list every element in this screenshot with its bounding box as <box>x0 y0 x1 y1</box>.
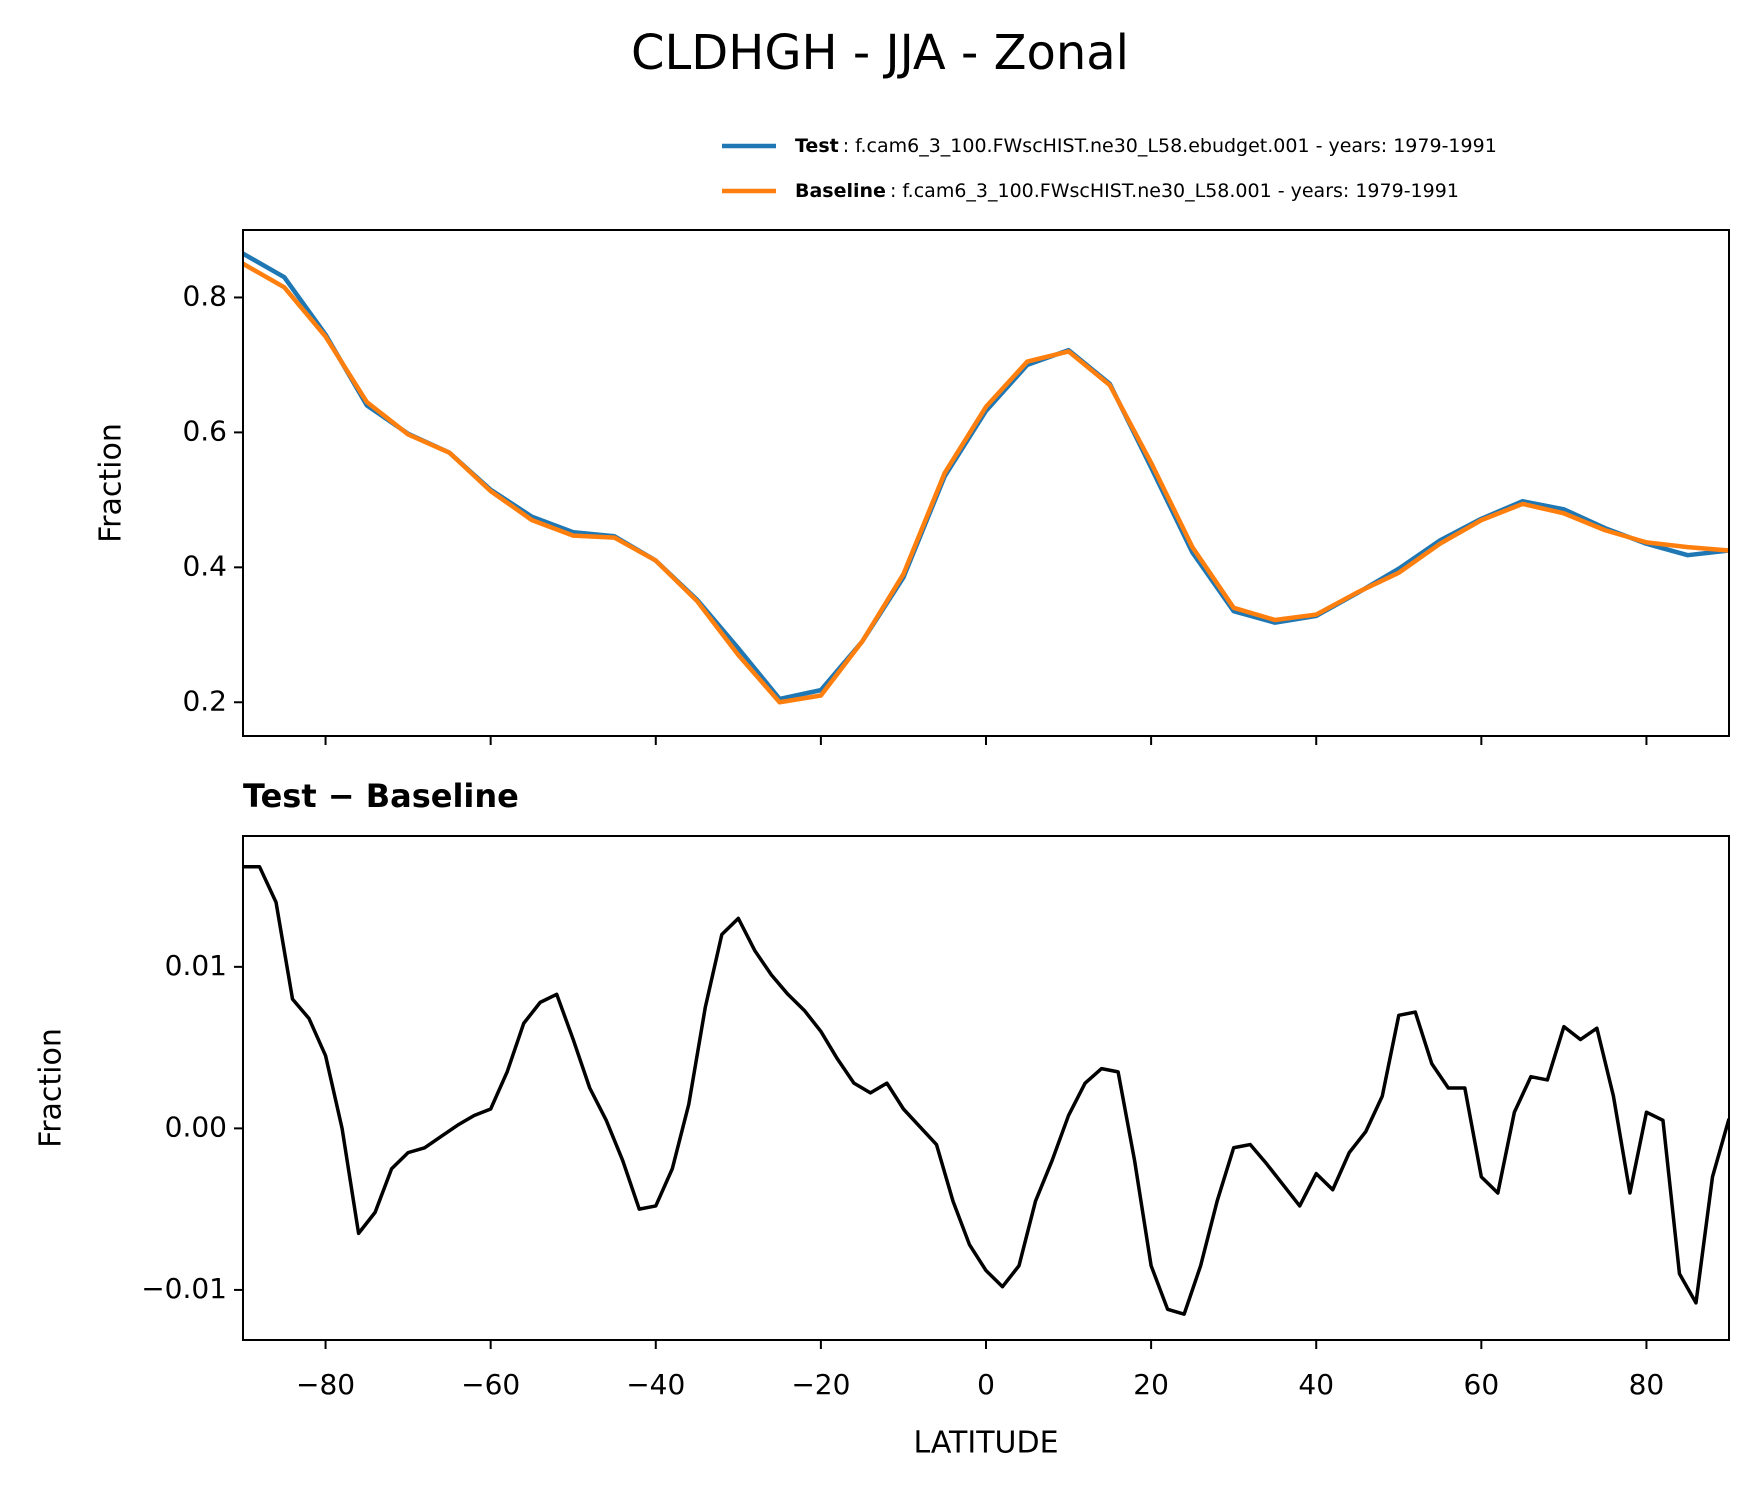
x-axis-label: LATITUDE <box>913 1426 1058 1461</box>
y-tick-label: 0.00 <box>165 1110 227 1143</box>
y-axis-label: Fraction <box>34 1028 69 1148</box>
x-tick-label: 80 <box>1629 1368 1665 1401</box>
x-tick-label: 20 <box>1133 1368 1169 1401</box>
axes-frame <box>242 229 1730 737</box>
axes-frame <box>242 835 1730 1341</box>
x-tick-label: −40 <box>626 1368 685 1401</box>
y-tick-label: 0.4 <box>182 549 227 582</box>
legend-label: Baseline: f.cam6_3_100.FWscHIST.ne30_L58… <box>795 180 1459 202</box>
x-tick-label: −20 <box>791 1368 850 1401</box>
x-tick-label: −60 <box>461 1368 520 1401</box>
legend-name: Test <box>795 135 839 157</box>
y-tick-label: 0.2 <box>182 684 227 717</box>
data-line <box>243 251 1729 702</box>
figure-title: CLDHGH - JJA - Zonal <box>631 25 1129 81</box>
x-tick-label: 60 <box>1464 1368 1500 1401</box>
legend-description: : f.cam6_3_100.FWscHIST.ne30_L58.ebudget… <box>843 135 1497 157</box>
y-tick-label: 0.8 <box>182 279 227 312</box>
x-tick-label: 40 <box>1298 1368 1334 1401</box>
data-line <box>243 864 1729 1316</box>
y-tick-label: −0.01 <box>141 1272 227 1305</box>
y-tick-label: 0.01 <box>165 949 227 982</box>
axes: −0.01 0.00 0.01 −80 −60 −40 −20 0 20 40 60 80 Fracti… <box>34 777 1730 1461</box>
legend-label: Test: f.cam6_3_100.FWscHIST.ne30_L58.ebu… <box>795 135 1497 157</box>
data-line <box>243 261 1729 705</box>
y-tick-label: 0.6 <box>182 414 227 447</box>
axes-title: Test − Baseline <box>243 777 519 815</box>
legend-name: Baseline <box>795 180 886 202</box>
legend-description: : f.cam6_3_100.FWscHIST.ne30_L58.001 - y… <box>890 180 1459 202</box>
x-tick-label: 0 <box>977 1368 995 1401</box>
x-tick-label: −80 <box>296 1368 355 1401</box>
y-axis-label: Fraction <box>94 423 129 543</box>
